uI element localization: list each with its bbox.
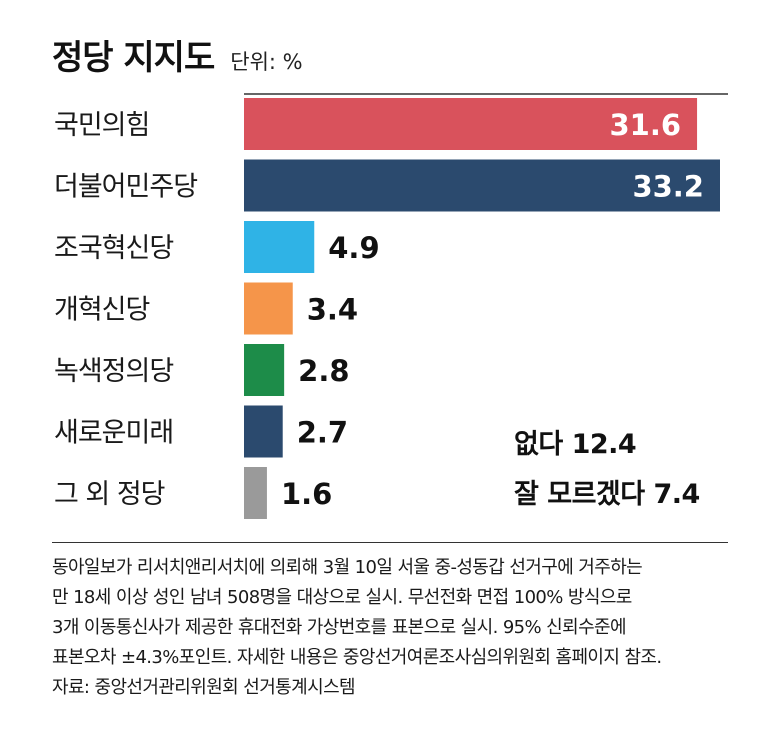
unsure-response-label: 잘 모르겠다 7.4 [514,479,700,510]
source-line: 자료: 중앙선거관리위원회 선거통계시스템 [52,677,356,698]
bar-1 [244,98,698,150]
value-label: 33.2 [632,170,704,204]
value-label: 31.6 [609,108,681,142]
divider-line [52,542,728,543]
bar-4 [244,282,293,335]
category-label: 더불어민주당 [54,172,197,203]
footnote: 동아일보가 리서치앤리서치에 의뢰해 3월 10일 서울 중-성동갑 선거구에 … [52,553,752,703]
value-label: 2.8 [298,354,349,388]
category-label: 국민의힘 [54,110,149,141]
value-label: 1.6 [281,477,332,511]
bar-5 [244,344,285,396]
unit-label: 단위: % [230,50,303,74]
footnote-line: 동아일보가 리서치앤리서치에 의뢰해 3월 10일 서울 중-성동갑 선거구에 … [52,557,643,578]
chart-title: 정당 지지도 [52,38,215,78]
category-label: 그 외 정당 [54,479,165,510]
chart-header: 정당 지지도 단위: % [52,30,303,79]
footnote-line: 3개 이동통신사가 제공한 휴대전화 가상번호를 표본으로 실시. 95% 신뢰… [52,617,627,638]
value-label: 3.4 [307,293,358,327]
footnote-line: 만 18세 이상 성인 남녀 508명을 대상으로 실시. 무선전화 면접 10… [52,587,632,608]
bar-6 [244,405,283,458]
category-label: 조국혁신당 [54,233,173,264]
category-label: 새로운미래 [54,418,173,449]
value-label: 4.9 [328,231,379,265]
category-label: 개혁신당 [54,295,150,326]
bar-chart: 국민의힘 31.6 더불어민주당 33.2 조국혁신당 4.9 개혁신당 3.4 녹색정의당 2.… [54,93,728,519]
footnote-line: 표본오차 ±4.3%포인트. 자세한 내용은 중앙선거여론조사심의위원회 홈페이… [52,647,662,668]
bar-7 [244,467,267,519]
none-response-label: 없다 12.4 [514,429,637,460]
value-label: 2.7 [297,416,348,450]
category-label: 녹색정의당 [54,356,173,387]
bar-3 [244,221,315,273]
bar-2 [244,159,720,212]
